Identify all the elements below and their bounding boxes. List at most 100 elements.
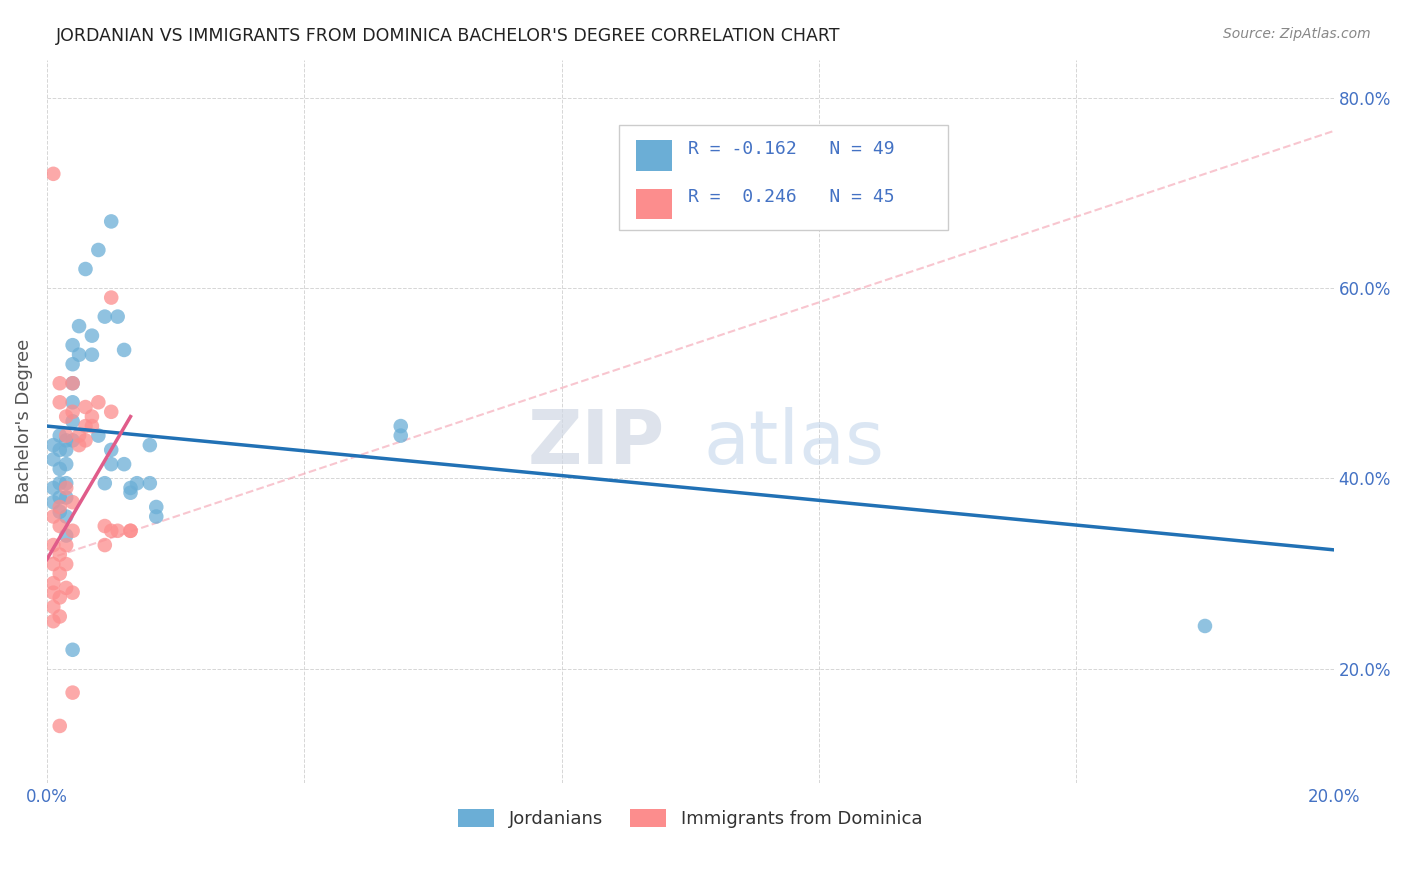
- Point: [42, 576, 65, 591]
- Point: [94, 538, 117, 552]
- Point: [49, 476, 72, 491]
- Point: [55, 409, 77, 424]
- Point: [107, 524, 129, 538]
- Point: [49, 462, 72, 476]
- Text: JORDANIAN VS IMMIGRANTS FROM DOMINICA BACHELOR'S DEGREE CORRELATION CHART: JORDANIAN VS IMMIGRANTS FROM DOMINICA BA…: [56, 27, 841, 45]
- FancyBboxPatch shape: [620, 125, 948, 229]
- Point: [145, 509, 167, 524]
- Point: [87, 243, 110, 257]
- Text: R =  0.246   N = 45: R = 0.246 N = 45: [688, 188, 894, 206]
- Point: [62, 414, 84, 428]
- Point: [55, 491, 77, 505]
- Point: [100, 442, 122, 457]
- Point: [94, 310, 117, 324]
- Point: [139, 476, 162, 491]
- Point: [55, 528, 77, 542]
- Point: [94, 519, 117, 533]
- Point: [42, 599, 65, 614]
- Bar: [637, 140, 672, 171]
- Point: [62, 357, 84, 371]
- Point: [62, 642, 84, 657]
- Point: [42, 585, 65, 599]
- Point: [120, 481, 142, 495]
- Point: [120, 524, 142, 538]
- Point: [55, 428, 77, 442]
- Point: [67, 319, 90, 334]
- Point: [55, 434, 77, 448]
- Point: [49, 428, 72, 442]
- Point: [49, 491, 72, 505]
- Point: [80, 328, 103, 343]
- Point: [49, 591, 72, 605]
- Point: [42, 452, 65, 467]
- Point: [75, 419, 97, 434]
- Point: [62, 338, 84, 352]
- Point: [67, 438, 90, 452]
- Point: [75, 400, 97, 414]
- Point: [75, 262, 97, 277]
- Point: [42, 614, 65, 628]
- Point: [49, 519, 72, 533]
- Point: [389, 419, 412, 434]
- Point: [112, 457, 135, 471]
- Point: [55, 509, 77, 524]
- Point: [42, 557, 65, 571]
- Point: [49, 500, 72, 514]
- Point: [55, 481, 77, 495]
- Point: [49, 442, 72, 457]
- Point: [100, 524, 122, 538]
- Point: [49, 505, 72, 519]
- Point: [55, 538, 77, 552]
- Point: [62, 434, 84, 448]
- Point: [49, 566, 72, 581]
- Point: [49, 609, 72, 624]
- Point: [62, 405, 84, 419]
- Point: [80, 419, 103, 434]
- Point: [80, 348, 103, 362]
- Point: [87, 395, 110, 409]
- Point: [62, 585, 84, 599]
- Point: [100, 291, 122, 305]
- Point: [42, 481, 65, 495]
- Bar: [637, 189, 672, 219]
- Point: [87, 428, 110, 442]
- Point: [94, 476, 117, 491]
- Point: [145, 500, 167, 514]
- Point: [67, 348, 90, 362]
- Point: [75, 434, 97, 448]
- Point: [62, 376, 84, 391]
- Point: [42, 509, 65, 524]
- Point: [55, 457, 77, 471]
- Y-axis label: Bachelor's Degree: Bachelor's Degree: [15, 339, 32, 504]
- Point: [55, 442, 77, 457]
- Point: [62, 685, 84, 699]
- Point: [1194, 619, 1216, 633]
- Point: [55, 581, 77, 595]
- Point: [42, 538, 65, 552]
- Point: [100, 214, 122, 228]
- Point: [49, 395, 72, 409]
- Point: [49, 548, 72, 562]
- Point: [62, 395, 84, 409]
- Point: [62, 376, 84, 391]
- Text: ZIP: ZIP: [527, 407, 665, 480]
- Point: [67, 428, 90, 442]
- Point: [42, 167, 65, 181]
- Point: [49, 376, 72, 391]
- Point: [55, 557, 77, 571]
- Point: [389, 428, 412, 442]
- Point: [62, 524, 84, 538]
- Legend: Jordanians, Immigrants from Dominica: Jordanians, Immigrants from Dominica: [451, 802, 929, 836]
- Text: atlas: atlas: [703, 407, 884, 480]
- Text: Source: ZipAtlas.com: Source: ZipAtlas.com: [1223, 27, 1371, 41]
- Point: [100, 405, 122, 419]
- Point: [120, 485, 142, 500]
- Text: R = -0.162   N = 49: R = -0.162 N = 49: [688, 140, 894, 158]
- Point: [49, 719, 72, 733]
- Point: [107, 310, 129, 324]
- Point: [55, 476, 77, 491]
- Point: [42, 438, 65, 452]
- Point: [42, 495, 65, 509]
- Point: [62, 495, 84, 509]
- Point: [139, 438, 162, 452]
